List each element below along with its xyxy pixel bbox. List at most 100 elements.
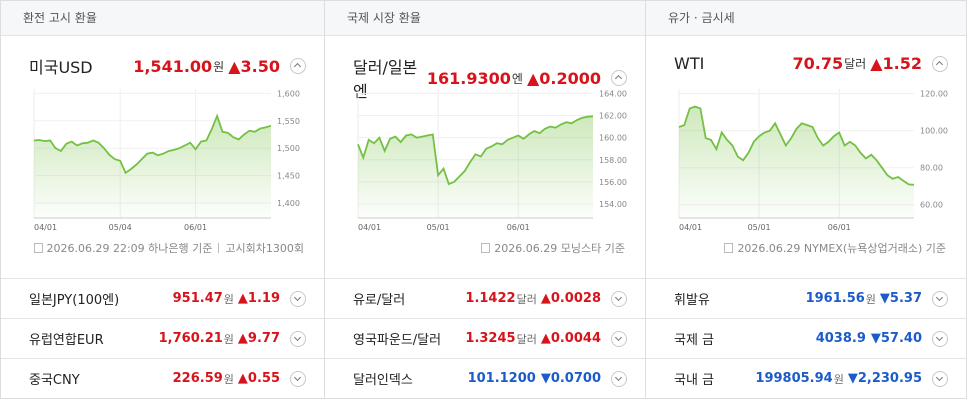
y-tick-label: 158.00 [599,156,627,165]
y-tick-label: 154.00 [599,200,627,209]
price: 226.59 [172,371,223,386]
unit: 달러 [844,57,867,71]
toggle-button[interactable] [932,370,948,387]
area [34,115,271,218]
toggle-button[interactable] [932,290,948,307]
x-tick-label: 05/01 [748,223,771,232]
unit: 원 [223,292,234,306]
panel: 유가 · 금시세 WTI 70.75 달러 ▲1.52 120.00 100.00 80.00… [645,1,966,398]
x-tick-label: 06/01 [507,223,530,232]
main-quote: 달러/일본 엔 161.9300 엔 ▲0.2000 [353,54,627,102]
y-tick-label: 100.00 [920,127,948,136]
price: 161.9300 [426,68,511,88]
panel-title: 유가 · 금시세 [646,1,966,36]
change: ▼57.40 [870,331,922,346]
rate-row: 일본JPY(100엔) 951.47 원 ▲1.19 [1,278,324,318]
x-tick-label: 05/04 [109,223,132,232]
price: 951.47 [172,291,223,306]
toggle-button[interactable] [611,290,627,307]
price: 1.3245 [465,331,516,346]
source-icon [33,243,43,253]
price: 1.1422 [465,291,516,306]
line [33,113,272,175]
panel-title: 국제 시장 환율 [325,1,645,36]
change: ▲0.0028 [540,291,601,306]
chart: 120.00 100.00 80.00 60.00 04/01 05/01 06/01 [678,89,948,232]
unit: 원 [833,372,844,386]
unit: 원 [865,292,876,306]
change: ▲1.19 [237,291,280,306]
item-name: 국제 금 [674,333,715,348]
change: ▼5.37 [879,291,922,306]
toggle-button[interactable] [932,55,948,72]
y-tick-label: 1,400 [277,199,300,208]
rate-row: 중국CNY 226.59 원 ▲0.55 [1,358,324,398]
item-name: 휘발유 [674,293,710,308]
y-tick-label: 1,600 [277,89,300,98]
panel-title: 환전 고시 환율 [1,1,324,36]
chart: 164.00 162.00 160.00 158.00 156.00 154.00 04/0… [357,89,627,232]
change: ▲0.0044 [540,331,601,346]
area [679,106,914,218]
price: 4038.9 [815,331,866,346]
item-name: 국내 금 [674,373,715,388]
rate-row: 유럽연합EUR 1,760.21 원 ▲9.77 [1,318,324,358]
unit: 달러 [516,292,537,306]
rate-row: 영국파운드/달러 1.3245 달러 ▲0.0044 [325,318,645,358]
rate-row: 국내 금 199805.94 원 ▼2,230.95 [646,358,966,398]
y-tick-label: 164.00 [599,89,627,98]
toggle-button[interactable] [932,330,948,347]
change: ▲0.2000 [526,68,601,88]
unit: 원 [223,332,234,346]
y-tick-label: 160.00 [599,134,627,143]
change: ▲9.77 [237,331,280,346]
change: ▲3.50 [228,56,280,76]
price: 1,541.00 [133,56,213,76]
unit: 원 [213,59,225,74]
source-icon [724,243,734,253]
change: ▲1.52 [870,54,922,73]
main-quote: WTI 70.75 달러 ▲1.52 [674,54,948,73]
item-name: 유로/달러 [353,293,406,308]
change: ▼0.0700 [540,371,601,386]
line [678,105,915,186]
rate-row: 국제 금 4038.9 ▼57.40 [646,318,966,358]
toggle-button[interactable] [290,330,306,347]
item-name: 달러/일본 엔 [353,58,418,101]
panel: 환전 고시 환율 미국USD 1,541.00 원 ▲3.50 1,600 1,550 1,5… [1,1,324,398]
x-tick-label: 06/01 [184,223,207,232]
item-name: 유럽연합EUR [29,333,104,348]
change: ▼2,230.95 [847,371,922,386]
toggle-button[interactable] [611,70,627,86]
quote-section: 달러/일본 엔 161.9300 엔 ▲0.2000 164.00 162.00 160.0… [325,36,645,278]
source-note: 2026.06.29 NYMEX(뉴욕상업거래소) 기준 [724,240,946,256]
separator [218,243,220,253]
price: 1961.56 [805,291,865,306]
rate-row: 휘발유 1961.56 원 ▼5.37 [646,278,966,318]
source-extra: 고시회차1300회 [225,242,304,255]
y-tick-label: 162.00 [599,112,627,121]
source-text: 2026.06.29 22:09 하나은행 기준 [46,242,213,255]
y-tick-label: 80.00 [920,164,943,173]
toggle-button[interactable] [611,370,627,387]
price: 70.75 [792,54,844,73]
toggle-button[interactable] [611,330,627,347]
item-name: 중국CNY [29,373,80,388]
y-tick-label: 1,450 [277,172,300,181]
x-tick-label: 04/01 [679,223,702,232]
quote-section: WTI 70.75 달러 ▲1.52 120.00 100.00 80.00 60.00 04/… [646,36,966,278]
y-tick-label: 1,500 [277,144,300,153]
toggle-button[interactable] [290,370,306,387]
area [358,116,593,218]
rate-row: 달러인덱스 101.1200 ▼0.0700 [325,358,645,398]
toggle-button[interactable] [290,58,306,74]
unit: 엔 [511,71,523,86]
quote-section: 미국USD 1,541.00 원 ▲3.50 1,600 1,550 1,500 1,450 1… [1,36,324,278]
exchange-widget: 환전 고시 환율 미국USD 1,541.00 원 ▲3.50 1,600 1,550 1,5… [0,0,967,399]
item-name: 일본JPY(100엔) [29,293,120,308]
price: 1,760.21 [158,331,223,346]
toggle-button[interactable] [290,290,306,307]
source-note: 2026.06.29 22:09 하나은행 기준 고시회차1300회 [33,240,304,256]
price: 199805.94 [755,371,833,386]
